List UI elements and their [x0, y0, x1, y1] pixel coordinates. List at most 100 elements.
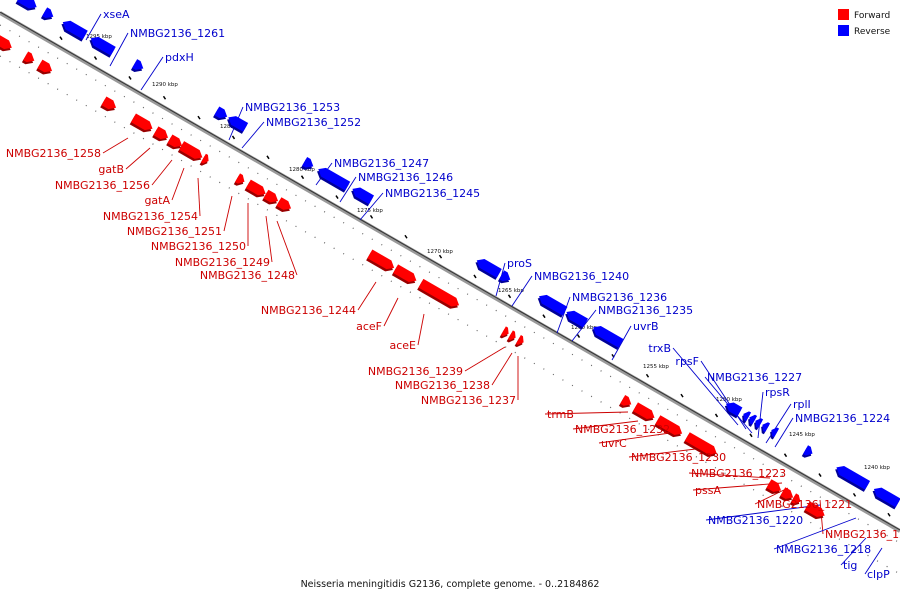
reverse-gene-label-tig[interactable]: tig [843, 559, 857, 572]
forward-gene-arrow[interactable] [244, 179, 269, 201]
reverse-gene-arrow[interactable] [759, 420, 771, 435]
forward-gene-label-nmbg2136-1248[interactable]: NMBG2136_1248 [200, 269, 295, 282]
forward-gene-arrow[interactable] [514, 335, 526, 349]
forward-gene-arrow[interactable] [152, 126, 170, 144]
forward-gene-label-acee[interactable]: aceE [389, 339, 416, 352]
forward-gene-label-gata[interactable]: gatA [144, 194, 170, 207]
reverse-gene-arrow[interactable] [768, 426, 780, 440]
reverse-gene-arrow[interactable] [870, 485, 900, 510]
forward-gene-arrow[interactable] [618, 395, 634, 411]
reverse-gene-arrow[interactable] [473, 256, 502, 280]
reverse-gene-label-uvrb[interactable]: uvrB [633, 320, 659, 333]
reverse-gene-arrow[interactable] [130, 59, 146, 75]
forward-gene-arrow[interactable] [275, 197, 293, 215]
forward-gene-label-nmbg2136-1238[interactable]: NMBG2136_1238 [395, 379, 490, 392]
reverse-gene-label-rpsr[interactable]: rpsR [765, 386, 790, 399]
reverse-gene-label-nmbg2136-1240[interactable]: NMBG2136_1240 [534, 270, 629, 283]
forward-gene-label-gatb[interactable]: gatB [98, 163, 124, 176]
gene-arrow-body [352, 187, 375, 205]
forward-gene-arrow[interactable] [100, 96, 118, 114]
reverse-gene-arrow[interactable] [213, 106, 230, 123]
reverse-gene-label-nmbg2136-1235[interactable]: NMBG2136_1235 [598, 304, 693, 317]
reverse-gene-arrow[interactable] [589, 323, 624, 350]
reverse-gene-label-nmbg2136-1227[interactable]: NMBG2136_1227 [707, 371, 802, 384]
reverse-gene-label-nmbg2136-1220[interactable]: NMBG2136_1220 [708, 514, 803, 527]
reverse-gene-arrow[interactable] [40, 7, 56, 23]
reverse-gene-label-pros[interactable]: proS [507, 257, 532, 270]
reverse-gene-arrow[interactable] [535, 292, 568, 318]
forward-gene-arrow[interactable] [166, 134, 184, 152]
forward-gene-arrow[interactable] [0, 34, 14, 54]
reverse-gene-label-pdxh[interactable]: pdxH [165, 51, 194, 64]
forward-gene-arrow[interactable] [233, 173, 247, 188]
reverse-gene-arrow[interactable] [15, 0, 40, 14]
reverse-gene-label-nmbg2136-1218[interactable]: NMBG2136_1218 [776, 543, 871, 556]
forward-gene-label-uvrc[interactable]: uvrC [601, 437, 627, 450]
forward-gene-arrow[interactable] [683, 432, 720, 460]
forward-gene-label-nmbg2136-1223[interactable]: NMBG2136_1223 [691, 467, 786, 480]
reverse-gene-arrow[interactable] [497, 270, 513, 286]
forward-gene-arrow[interactable] [506, 330, 518, 344]
forward-gene-label-acef[interactable]: aceF [356, 320, 382, 333]
reverse-gene-label-nmbg2136-1245[interactable]: NMBG2136_1245 [385, 187, 480, 200]
reverse-gene-label-nmbg2136-1236[interactable]: NMBG2136_1236 [572, 291, 667, 304]
reverse-gene-arrow[interactable] [833, 463, 871, 492]
forward-gene-arrow[interactable] [21, 51, 37, 67]
forward-gene-label-pssa[interactable]: pssA [695, 484, 721, 497]
reverse-gene-label-rpsf[interactable]: rpsF [675, 355, 699, 368]
forward-gene-arrow[interactable] [366, 249, 397, 275]
reverse-gene-label-nmbg2136-1247[interactable]: NMBG2136_1247 [334, 157, 429, 170]
reverse-gene-arrow[interactable] [300, 157, 316, 173]
forward-gene-arrow[interactable] [177, 141, 205, 164]
forward-gene-label-nmbg2136-1232[interactable]: NMBG2136_1232 [575, 423, 670, 436]
forward-gene-label-nmbg2136-1251[interactable]: NMBG2136_1251 [127, 225, 222, 238]
forward-gene-label-nmbg2136-1254[interactable]: NMBG2136_1254 [103, 210, 198, 223]
reverse-gene-arrow[interactable] [722, 400, 743, 419]
reverse-gene-label-nmbg2136-1224[interactable]: NMBG2136_1224 [795, 412, 890, 425]
forward-gene-arrow[interactable] [631, 402, 657, 424]
forward-gene-arrow[interactable] [654, 415, 685, 440]
forward-gene-label-nmbg2136-1230[interactable]: NMBG2136_1230 [631, 451, 726, 464]
reverse-gene-label-trxb[interactable]: trxB [648, 342, 671, 355]
reverse-gene-label-nmbg2136-1261[interactable]: NMBG2136_1261 [130, 27, 225, 40]
forward-gene-label-nmbg2136-1239[interactable]: NMBG2136_1239 [368, 365, 463, 378]
reverse-gene-arrow[interactable] [59, 18, 88, 42]
reverse-gene-label-nmbg2136-1252[interactable]: NMBG2136_1252 [266, 116, 361, 129]
forward-gene-arrow[interactable] [262, 189, 280, 208]
reverse-gene-arrow[interactable] [563, 308, 589, 330]
forward-gene-arrow[interactable] [36, 59, 54, 78]
forward-gene-label-nmbg2136-1250[interactable]: NMBG2136_1250 [151, 240, 246, 253]
forward-gene-arrow[interactable] [803, 501, 828, 522]
forward-gene-arrow[interactable] [417, 278, 461, 312]
forward-gene-arrow[interactable] [779, 487, 796, 504]
forward-gene-arrow[interactable] [765, 479, 783, 497]
reverse-gene-arrow[interactable] [225, 113, 249, 134]
forward-gene-label-nmbg2136-1256[interactable]: NMBG2136_1256 [55, 179, 150, 192]
reverse-gene-label-nmbg2136-1246[interactable]: NMBG2136_1246 [358, 171, 453, 184]
reverse-gene-label-rpli[interactable]: rplI [793, 398, 811, 411]
forward-gene-label-nmbg2136-1237[interactable]: NMBG2136_1237 [421, 394, 516, 407]
forward-gene-arrow[interactable] [499, 326, 511, 340]
gene-arrow-body [263, 189, 279, 203]
forward-gene-label-trmb[interactable]: trmB [547, 408, 574, 421]
reverse-gene-arrow[interactable] [740, 410, 752, 424]
reverse-gene-label-clpp[interactable]: clpP [867, 568, 890, 581]
reverse-gene-arrow[interactable] [315, 165, 351, 193]
forward-gene-label-nmbg2136-1219[interactable]: NMBG2136_1219 [825, 528, 900, 541]
forward-gene-arrow[interactable] [199, 153, 211, 168]
reverse-gene-arrow[interactable] [349, 185, 375, 207]
reverse-connector-line [109, 32, 129, 67]
reverse-gene-arrow[interactable] [752, 416, 764, 431]
reverse-gene-arrow[interactable] [87, 34, 116, 58]
reverse-gene-label-nmbg2136-1253[interactable]: NMBG2136_1253 [245, 101, 340, 114]
forward-gene-label-nmbg2136-1221[interactable]: NMBG2136_1221 [757, 498, 852, 511]
forward-gene-label-nmbg2136-1249[interactable]: NMBG2136_1249 [175, 256, 270, 269]
reverse-gene-arrow[interactable] [746, 413, 758, 427]
forward-gene-label-nmbg2136-1244[interactable]: NMBG2136_1244 [261, 304, 356, 317]
reverse-gene-arrow[interactable] [801, 445, 815, 460]
reverse-gene-label-xsea[interactable]: xseA [103, 8, 130, 21]
forward-gene-arrow[interactable] [789, 493, 803, 508]
forward-gene-label-nmbg2136-1258[interactable]: NMBG2136_1258 [6, 147, 101, 160]
forward-gene-arrow[interactable] [129, 113, 155, 135]
forward-gene-arrow[interactable] [391, 264, 419, 287]
